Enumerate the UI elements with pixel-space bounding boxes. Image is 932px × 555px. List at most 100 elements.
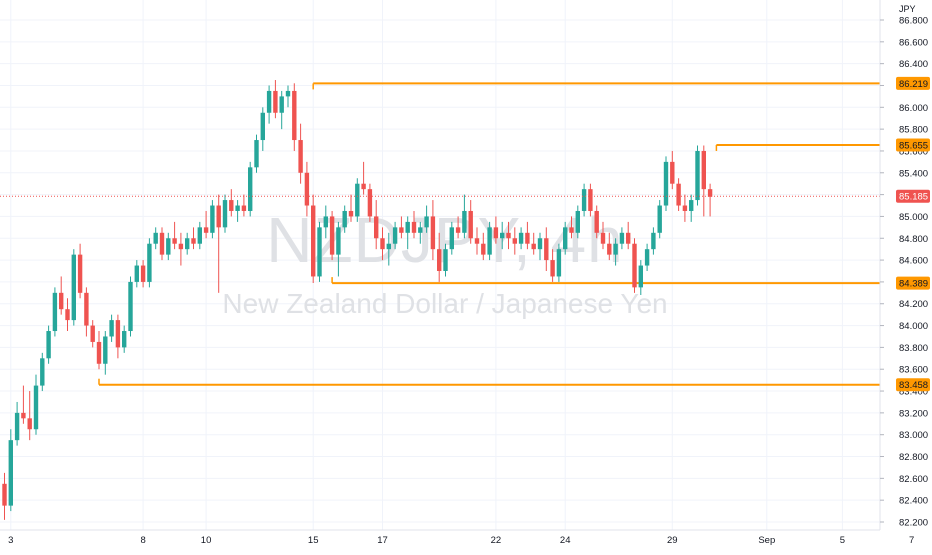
candle[interactable] (222, 194, 228, 233)
candle[interactable] (166, 232, 171, 261)
candle[interactable] (355, 178, 360, 222)
candle[interactable] (153, 227, 158, 250)
candle[interactable] (689, 194, 694, 222)
candle[interactable] (304, 161, 310, 217)
candle[interactable] (487, 221, 492, 261)
candle[interactable] (96, 331, 102, 370)
candle[interactable] (329, 210, 335, 261)
candle[interactable] (405, 216, 410, 250)
candle[interactable] (626, 221, 631, 250)
candle[interactable] (241, 194, 247, 217)
candle[interactable] (292, 83, 297, 151)
candle[interactable] (581, 183, 587, 217)
candle[interactable] (550, 249, 555, 282)
candle[interactable] (594, 205, 599, 239)
candle[interactable] (525, 221, 530, 250)
candle[interactable] (449, 221, 454, 255)
candle[interactable] (115, 314, 121, 359)
candle[interactable] (361, 161, 366, 195)
candle[interactable] (462, 194, 467, 239)
candle[interactable] (430, 200, 436, 261)
candle[interactable] (474, 227, 480, 255)
candle[interactable] (531, 232, 536, 255)
candle[interactable] (512, 227, 517, 255)
candle[interactable] (159, 227, 165, 261)
candle[interactable] (506, 221, 511, 250)
candle[interactable] (682, 194, 688, 222)
time-scale-background[interactable] (0, 530, 880, 550)
candle[interactable] (481, 232, 486, 261)
candle[interactable] (575, 205, 580, 239)
candle[interactable] (103, 331, 108, 375)
candle[interactable] (279, 90, 284, 130)
candle[interactable] (386, 232, 391, 266)
candle[interactable] (563, 221, 568, 255)
candle[interactable] (147, 238, 152, 288)
candle[interactable] (418, 221, 423, 244)
candle[interactable] (210, 200, 215, 239)
candle[interactable] (399, 216, 404, 239)
candle[interactable] (600, 221, 606, 250)
candle[interactable] (134, 260, 139, 288)
candle[interactable] (323, 205, 328, 239)
candle[interactable] (33, 374, 39, 435)
candle[interactable] (84, 287, 89, 337)
candle[interactable] (676, 178, 681, 211)
candle[interactable] (556, 243, 562, 282)
candle[interactable] (298, 123, 303, 184)
candle[interactable] (638, 260, 643, 296)
candle[interactable] (59, 276, 64, 315)
candle[interactable] (613, 238, 618, 266)
candle[interactable] (46, 325, 51, 364)
candle[interactable] (544, 227, 549, 271)
candle[interactable] (128, 276, 133, 337)
candle[interactable] (348, 194, 354, 222)
candle[interactable] (21, 385, 26, 424)
candle[interactable] (569, 216, 574, 239)
candle[interactable] (411, 210, 417, 239)
candle[interactable] (273, 80, 278, 119)
candle[interactable] (52, 287, 58, 337)
candle[interactable] (657, 200, 662, 239)
candle[interactable] (8, 429, 13, 512)
candle[interactable] (367, 183, 373, 222)
candle[interactable] (707, 183, 713, 217)
candle[interactable] (2, 472, 7, 520)
candle[interactable] (172, 221, 177, 250)
candle[interactable] (374, 200, 379, 250)
candle[interactable] (701, 145, 706, 217)
candle[interactable] (90, 320, 95, 348)
candle[interactable] (216, 194, 221, 293)
candle[interactable] (619, 227, 625, 250)
candle[interactable] (336, 221, 341, 277)
candle[interactable] (77, 243, 83, 299)
candle[interactable] (493, 216, 499, 244)
candle[interactable] (203, 210, 209, 239)
candle[interactable] (248, 161, 253, 217)
candle[interactable] (311, 194, 316, 284)
candle[interactable] (500, 221, 505, 250)
candle[interactable] (27, 391, 32, 441)
candle[interactable] (380, 227, 385, 261)
candle[interactable] (122, 325, 127, 353)
candle[interactable] (651, 227, 656, 255)
candle[interactable] (695, 145, 700, 206)
candle[interactable] (178, 232, 184, 266)
candle[interactable] (191, 227, 196, 250)
candle[interactable] (71, 249, 76, 326)
candle[interactable] (468, 200, 473, 244)
candle[interactable] (197, 221, 202, 250)
candle[interactable] (518, 227, 524, 250)
candle[interactable] (285, 85, 291, 108)
candle[interactable] (342, 205, 347, 233)
candle[interactable] (607, 232, 612, 261)
candle[interactable] (455, 216, 461, 239)
candle[interactable] (537, 232, 543, 261)
candle[interactable] (663, 156, 669, 211)
candle[interactable] (424, 205, 429, 233)
candle[interactable] (266, 85, 272, 124)
candle[interactable] (392, 221, 398, 250)
candle[interactable] (235, 200, 240, 222)
candle[interactable] (254, 134, 259, 173)
candle[interactable] (40, 352, 45, 392)
